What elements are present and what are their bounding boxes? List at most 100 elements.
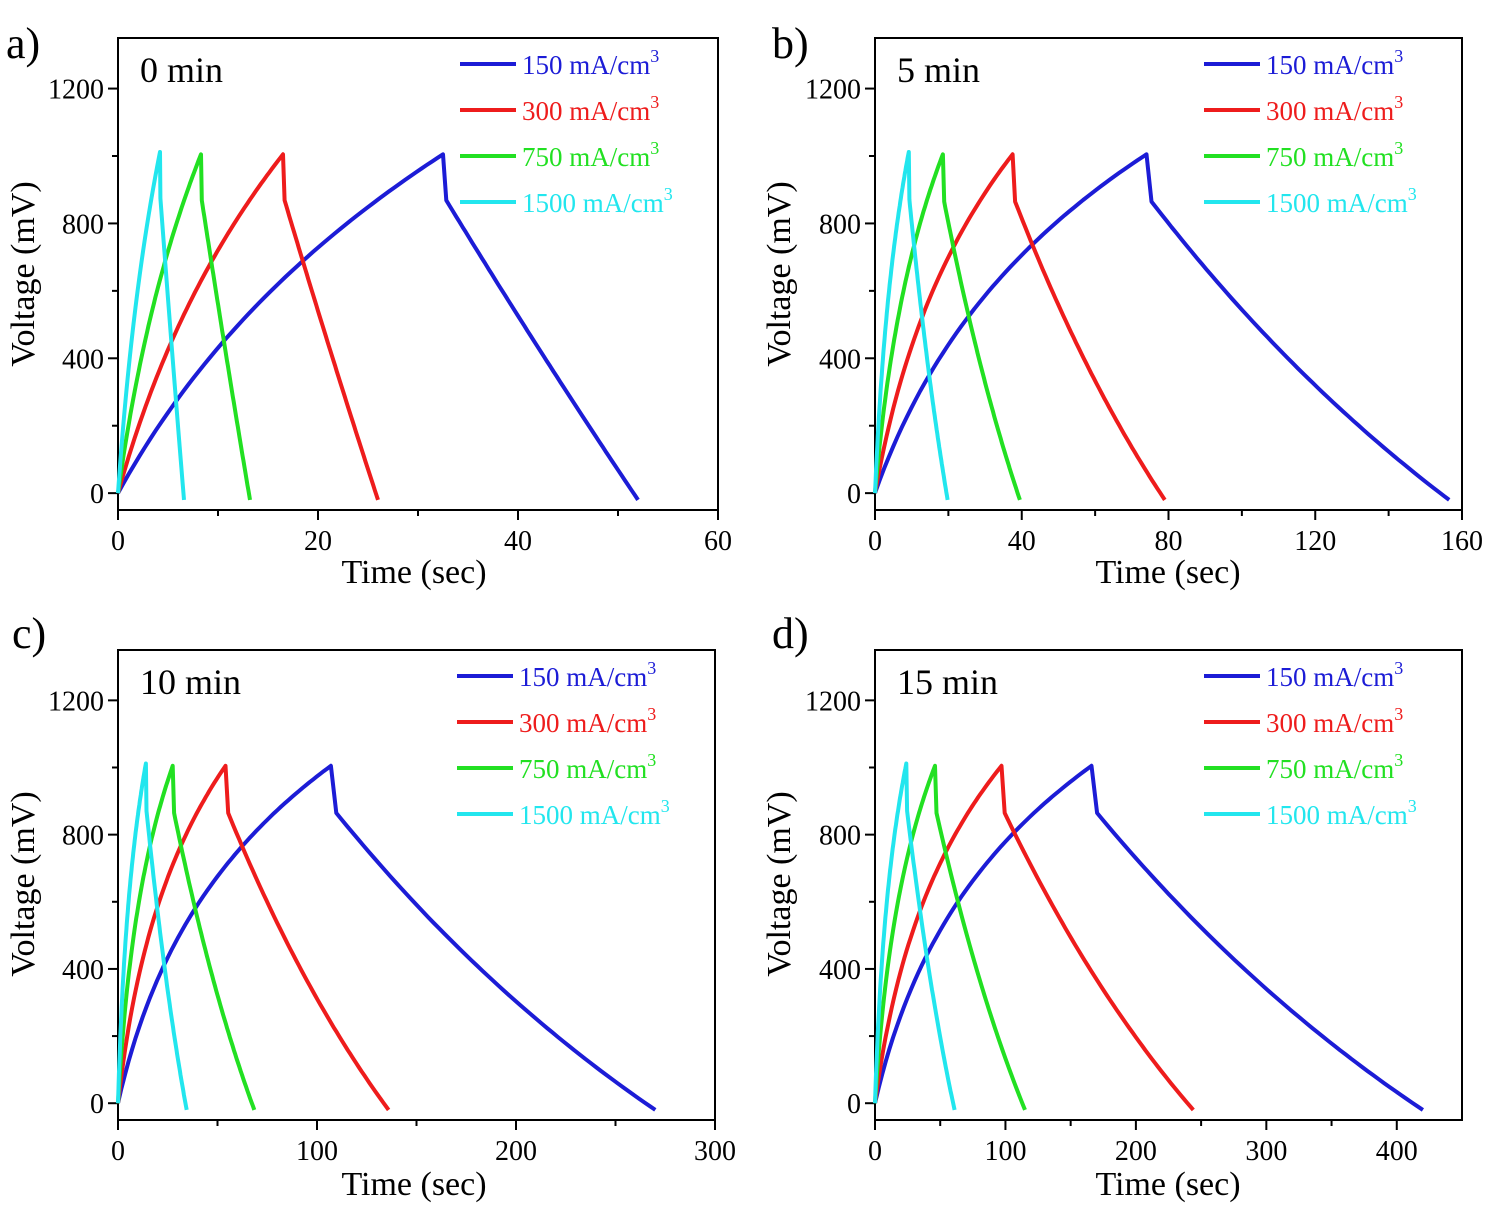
y-tick-label: 0: [847, 479, 861, 510]
legend-label: 1500 mA/cm3: [1266, 184, 1417, 218]
legend-label-main: 300 mA/cm: [519, 708, 647, 738]
legend-label-main: 150 mA/cm: [522, 50, 650, 80]
legend-label: 300 mA/cm3: [519, 704, 656, 738]
series-line-150: [873, 152, 1451, 502]
x-tick-label: 400: [1376, 1136, 1418, 1167]
series-line-150: [873, 763, 1425, 1112]
y-tick-label: 800: [819, 821, 861, 852]
chart-title: 15 min: [897, 662, 998, 702]
x-tick-label: 300: [694, 1136, 736, 1167]
legend-label: 1500 mA/cm3: [522, 184, 673, 218]
chart-title: 0 min: [140, 50, 223, 90]
chart-panel-b: b) 0 40 80 120 160 0 400 800 1200 Time (sec) Voltag…: [761, 19, 1483, 591]
x-tick-label: 100: [296, 1136, 338, 1167]
series-line-1500: [116, 150, 186, 501]
y-tick-label: 0: [847, 1089, 861, 1120]
x-tick-label: 80: [1155, 526, 1183, 557]
x-tick-label: 100: [984, 1136, 1026, 1167]
legend-label-main: 1500 mA/cm: [1266, 800, 1408, 830]
legend-label-main: 1500 mA/cm: [1266, 188, 1408, 218]
legend-label: 150 mA/cm3: [522, 46, 659, 80]
x-tick-label: 0: [111, 526, 125, 557]
legend-label-main: 300 mA/cm: [1266, 96, 1394, 126]
y-tick-label: 400: [819, 955, 861, 986]
legend-label: 750 mA/cm3: [1266, 138, 1403, 172]
legend-label-main: 150 mA/cm: [1266, 662, 1394, 692]
y-tick-label: 800: [819, 209, 861, 240]
plot-frame: [874, 649, 1463, 1121]
chart-panel-a: a) 0 20 40 60 0 400 800 1200 Time (sec) Voltage (m…: [5, 19, 732, 591]
y-tick-label: 400: [62, 344, 104, 375]
x-tick-label: 200: [495, 1136, 537, 1167]
legend-label-superscript: 3: [664, 184, 673, 204]
series-line-300: [116, 152, 380, 501]
series-line-750: [116, 152, 252, 501]
legend-label-superscript: 3: [647, 704, 656, 724]
legend-label-superscript: 3: [1408, 184, 1417, 204]
series-line-1500: [116, 761, 189, 1111]
legend-label: 1500 mA/cm3: [519, 796, 670, 830]
series-line-300: [873, 152, 1167, 501]
panel-letter: a): [6, 19, 40, 68]
legend-label-superscript: 3: [1394, 658, 1403, 678]
series-line-750: [873, 152, 1022, 501]
legend-label: 750 mA/cm3: [522, 138, 659, 172]
y-tick-label: 0: [90, 479, 104, 510]
x-axis-label: Time (sec): [341, 1166, 486, 1203]
y-tick-label: 0: [90, 1089, 104, 1120]
y-tick-label: 1200: [48, 75, 104, 106]
x-tick-label: 200: [1115, 1136, 1157, 1167]
x-tick-label: 300: [1245, 1136, 1287, 1167]
chart-panel-c: c) 0 100 200 300 0 400 800 1200 Time (sec) Voltage…: [5, 609, 736, 1203]
x-tick-label: 20: [304, 526, 332, 557]
series-line-300: [873, 763, 1195, 1112]
legend-label-superscript: 3: [661, 796, 670, 816]
x-tick-label: 40: [1008, 526, 1036, 557]
y-axis-label: Voltage (mV): [5, 791, 42, 976]
legend-label-main: 300 mA/cm: [522, 96, 650, 126]
series-line-750: [116, 763, 257, 1111]
legend-label: 300 mA/cm3: [1266, 704, 1403, 738]
y-tick-label: 800: [62, 821, 104, 852]
series-line-300: [116, 763, 391, 1112]
legend-label-main: 750 mA/cm: [1266, 142, 1394, 172]
series-line-1500: [873, 761, 957, 1111]
legend-label-superscript: 3: [650, 46, 659, 66]
x-tick-label: 60: [704, 526, 732, 557]
legend-label-main: 1500 mA/cm: [519, 800, 661, 830]
legend-label-superscript: 3: [647, 750, 656, 770]
legend-label-superscript: 3: [647, 658, 656, 678]
legend-label-superscript: 3: [1408, 796, 1417, 816]
legend-label: 150 mA/cm3: [519, 658, 656, 692]
x-tick-label: 0: [868, 1136, 882, 1167]
legend-label-main: 1500 mA/cm: [522, 188, 664, 218]
legend-label-superscript: 3: [1394, 750, 1403, 770]
legend-label: 150 mA/cm3: [1266, 46, 1403, 80]
legend-label: 1500 mA/cm3: [1266, 796, 1417, 830]
y-axis-label: Voltage (mV): [761, 791, 798, 976]
legend-label-superscript: 3: [650, 92, 659, 112]
legend-label-main: 750 mA/cm: [1266, 754, 1394, 784]
legend-label-main: 750 mA/cm: [522, 142, 650, 172]
chart-panel-d: d) 0 100 200 300 400 0 400 800 1200 Time (sec) Volt…: [761, 609, 1463, 1203]
legend-label-main: 150 mA/cm: [1266, 50, 1394, 80]
series-line-1500: [873, 150, 950, 501]
panel-letter: c): [12, 609, 46, 658]
x-tick-label: 0: [111, 1136, 125, 1167]
y-tick-label: 400: [62, 955, 104, 986]
x-tick-label: 40: [504, 526, 532, 557]
x-axis-label: Time (sec): [1095, 554, 1240, 591]
y-tick-label: 800: [62, 209, 104, 240]
series-line-150: [116, 763, 657, 1112]
legend-label-superscript: 3: [1394, 92, 1403, 112]
legend-label: 150 mA/cm3: [1266, 658, 1403, 692]
y-axis-label: Voltage (mV): [761, 181, 798, 366]
panel-letter: d): [772, 609, 809, 658]
x-tick-label: 0: [868, 526, 882, 557]
legend-label-superscript: 3: [1394, 138, 1403, 158]
x-tick-label: 120: [1294, 526, 1336, 557]
x-axis-label: Time (sec): [341, 554, 486, 591]
series-line-150: [116, 152, 640, 501]
x-axis-label: Time (sec): [1095, 1166, 1240, 1203]
